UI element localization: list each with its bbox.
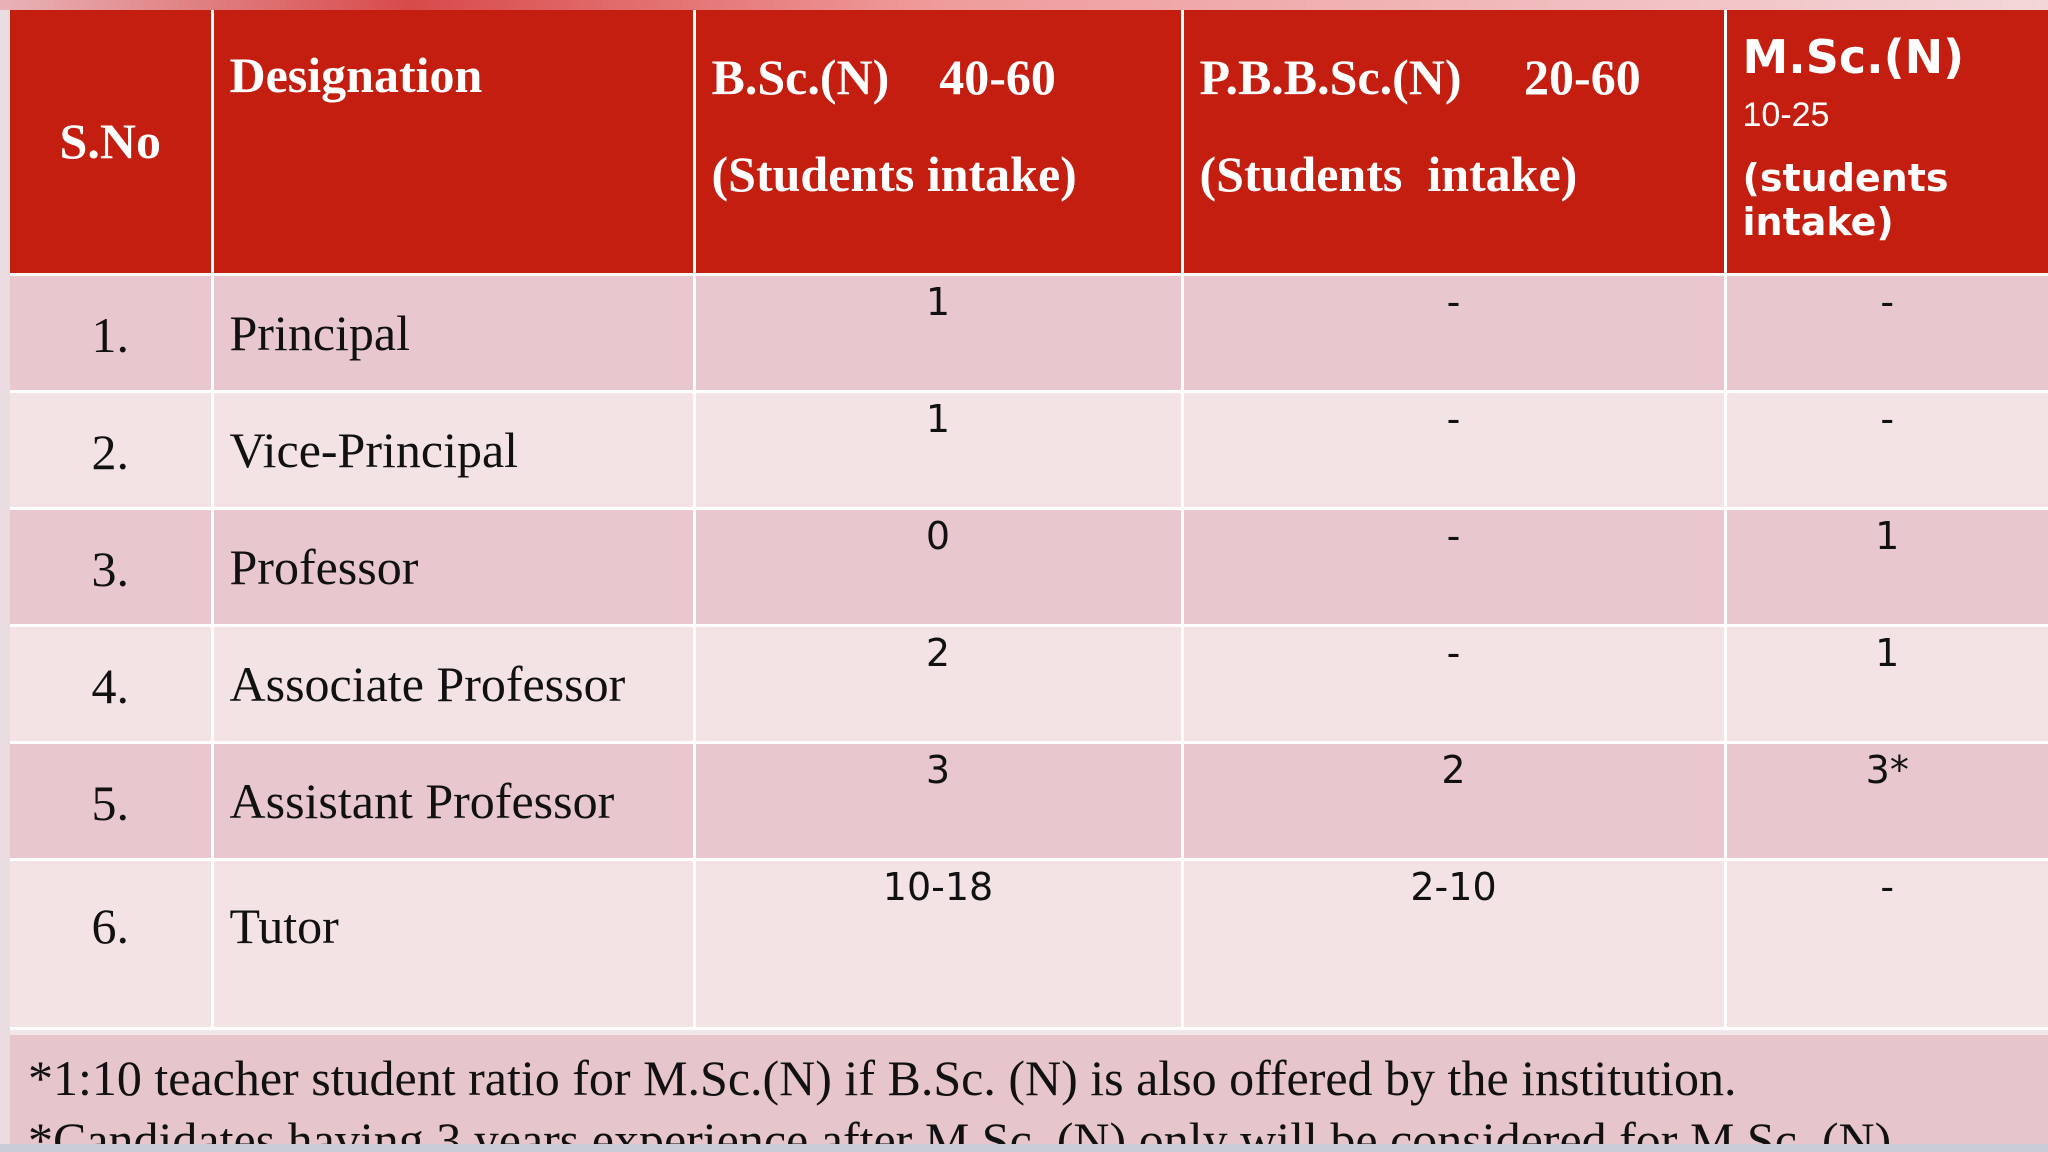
table-header-row: S.No Designation B.Sc.(N) 40-60 (Student…	[10, 10, 2048, 276]
row-designation: Professor	[212, 508, 696, 627]
row-msc-value: 1	[1725, 508, 2048, 627]
row-bsc-value: 3	[694, 742, 1184, 861]
row-msc-value: -	[1725, 391, 2048, 510]
footnotes-panel: *1:10 teacher student ratio for M.Sc.(N)…	[10, 1035, 2048, 1152]
row-msc-value: 3*	[1725, 742, 2048, 861]
row-designation: Assistant Professor	[212, 742, 696, 861]
header-sno-label: S.No	[59, 113, 161, 170]
header-pbbsc-line1: P.B.B.Sc.(N) 20-60	[1199, 49, 1641, 105]
row-bsc-value: 10-18	[694, 859, 1184, 1030]
header-pbbsc-line2: (Students intake)	[1199, 146, 1578, 202]
header-designation: Designation	[212, 10, 696, 276]
header-msc-line2: 10-25	[1742, 96, 1830, 134]
table-row: 1. Principal 1 - -	[10, 274, 2048, 393]
row-sno: 3.	[10, 508, 214, 627]
row-msc-value: 1	[1725, 625, 2048, 744]
row-pbbsc-value: -	[1182, 391, 1727, 510]
header-msc-line1: M.Sc.(N)	[1742, 30, 1965, 84]
row-designation: Principal	[212, 274, 696, 393]
header-designation-label: Designation	[229, 47, 483, 103]
row-designation: Vice-Principal	[212, 391, 696, 510]
row-bsc-value: 2	[694, 625, 1184, 744]
row-sno: 4.	[10, 625, 214, 744]
row-pbbsc-value: -	[1182, 274, 1727, 393]
left-margin-strip	[0, 10, 10, 1152]
row-sno: 1.	[10, 274, 214, 393]
header-msc: M.Sc.(N) 10-25 (students intake)	[1725, 10, 2048, 276]
table-row: 4. Associate Professor 2 - 1	[10, 625, 2048, 744]
header-msc-line3: (students	[1742, 156, 1949, 200]
row-pbbsc-value: 2	[1182, 742, 1727, 861]
header-msc-line4: intake)	[1742, 200, 1894, 244]
row-sno: 5.	[10, 742, 214, 861]
row-pbbsc-value: -	[1182, 508, 1727, 627]
row-bsc-value: 1	[694, 274, 1184, 393]
row-bsc-value: 1	[694, 391, 1184, 510]
row-pbbsc-value: 2-10	[1182, 859, 1727, 1030]
row-bsc-value: 0	[694, 508, 1184, 627]
header-bsc-line1: B.Sc.(N) 40-60	[711, 49, 1056, 105]
row-designation: Associate Professor	[212, 625, 696, 744]
footnote-ratio: *1:10 teacher student ratio for M.Sc.(N)…	[28, 1050, 1737, 1106]
table-row: 6. Tutor 10-18 2-10 -	[10, 859, 2048, 1030]
row-msc-value: -	[1725, 274, 2048, 393]
row-sno: 6.	[10, 859, 214, 1030]
header-pbbsc: P.B.B.Sc.(N) 20-60 (Students intake)	[1182, 10, 1727, 276]
table-row: 5. Assistant Professor 3 2 3*	[10, 742, 2048, 861]
bottom-edge-bar	[0, 1144, 2048, 1152]
header-bsc: B.Sc.(N) 40-60 (Students intake)	[694, 10, 1184, 276]
top-decorative-strip	[0, 0, 2048, 10]
table-row: 2. Vice-Principal 1 - -	[10, 391, 2048, 510]
row-pbbsc-value: -	[1182, 625, 1727, 744]
table-row: 3. Professor 0 - 1	[10, 508, 2048, 627]
header-sno: S.No	[10, 10, 214, 276]
row-msc-value: -	[1725, 859, 2048, 1030]
row-designation: Tutor	[212, 859, 696, 1030]
header-bsc-line2: (Students intake)	[711, 146, 1077, 202]
row-sno: 2.	[10, 391, 214, 510]
staff-requirement-table: S.No Designation B.Sc.(N) 40-60 (Student…	[10, 10, 2048, 1030]
